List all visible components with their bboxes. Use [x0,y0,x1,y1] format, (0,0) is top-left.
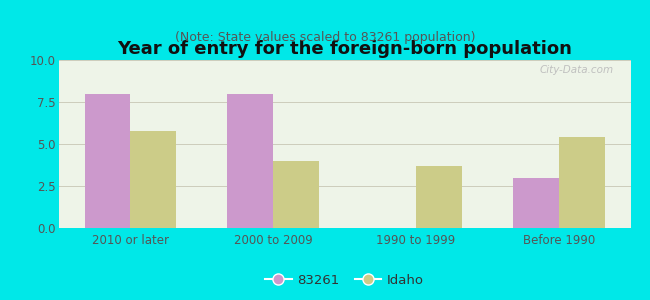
Bar [84,94,130,228]
Bar [130,130,176,228]
Legend: 83261, Idaho: 83261, Idaho [260,268,429,292]
Bar [559,137,604,228]
Bar [273,161,318,228]
Text: (Note: State values scaled to 83261 population): (Note: State values scaled to 83261 popu… [175,32,475,44]
Bar [227,94,273,228]
Title: Year of entry for the foreign-born population: Year of entry for the foreign-born popul… [117,40,572,58]
Text: City-Data.com: City-Data.com [540,65,614,75]
Bar [513,178,559,228]
Bar [416,166,462,228]
